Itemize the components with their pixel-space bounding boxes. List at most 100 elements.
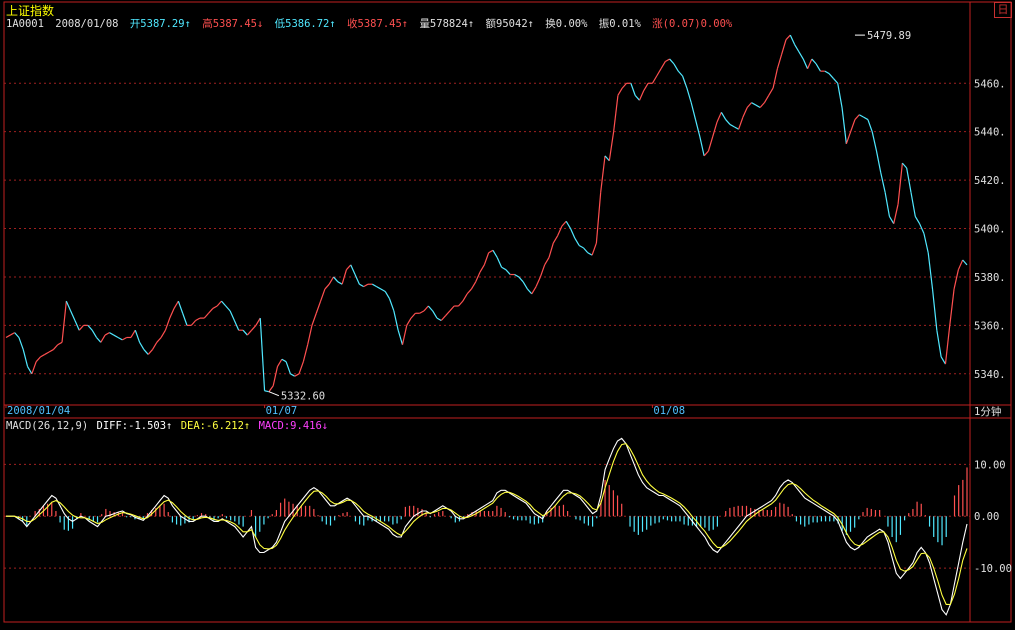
price-line-segment (561, 220, 567, 227)
price-line-segment (863, 116, 869, 121)
price-line-segment (324, 283, 330, 290)
price-line-segment (832, 78, 839, 84)
restore-window-icon[interactable]: 日 (994, 2, 1012, 18)
price-change: 涨(0.07)0.00% (652, 18, 733, 30)
price-line-segment (884, 192, 891, 217)
price-line-segment (337, 281, 343, 285)
price-tick-label: 5460. (974, 78, 1006, 90)
price-line-segment (311, 313, 317, 326)
price-line-segment (164, 317, 171, 331)
price-line-segment (341, 269, 348, 285)
price-line-segment (298, 361, 304, 374)
price-line-segment (931, 288, 938, 331)
price-line-segment (716, 112, 722, 123)
price-line-segment (824, 70, 830, 75)
price-line-segment (152, 342, 158, 350)
price-line-segment (423, 305, 429, 312)
price-line-segment (290, 373, 296, 377)
price-line-segment (462, 293, 468, 302)
macd-tick-label: 0.00 (974, 511, 999, 523)
price-line-segment (531, 286, 537, 295)
price-line-segment (638, 90, 645, 101)
price-line-segment (307, 325, 313, 345)
price-line-segment (61, 301, 67, 343)
price-line-segment (712, 121, 718, 137)
price-annotation: 5479.89 (867, 30, 911, 42)
price-line-segment (276, 358, 283, 367)
chart-title: 上证指数 (6, 4, 55, 18)
price-line-segment (156, 337, 162, 343)
price-line-segment (440, 315, 447, 321)
price-line-segment (251, 324, 257, 331)
price-line-segment (147, 349, 153, 355)
price-line-segment (18, 337, 24, 350)
price-line-segment (401, 325, 408, 345)
price-line-segment (837, 83, 843, 108)
price-line-segment (208, 308, 214, 314)
price-tick-label: 5440. (974, 127, 1006, 139)
price-line-segment (177, 300, 184, 314)
price-line-segment (212, 305, 218, 309)
price-line-segment (552, 235, 559, 244)
price-line-segment (522, 281, 528, 290)
macd-dea-value: DEA:-6.212↑ (180, 420, 251, 432)
quote-date: 2008/01/08 (55, 18, 119, 30)
price-line-segment (216, 300, 222, 307)
high-price: 高5387.45↓ (202, 18, 264, 30)
price-line-segment (514, 274, 520, 278)
price-line-segment (755, 104, 761, 108)
price-line-segment (376, 286, 382, 290)
price-line-segment (665, 58, 670, 62)
low-price: 低5386.72↑ (274, 18, 336, 30)
price-line-segment (363, 283, 369, 288)
price-line-segment (139, 342, 145, 350)
price-line-segment (694, 119, 701, 137)
price-line-segment (285, 361, 291, 374)
price-line-segment (539, 264, 546, 278)
price-line-segment (393, 310, 399, 331)
macd-tick-label: 10.00 (974, 459, 1006, 471)
price-line-segment (432, 310, 438, 319)
price-line-segment (488, 249, 494, 254)
price-line-segment (699, 136, 705, 157)
price-line-segment (686, 87, 692, 103)
price-line-segment (725, 119, 731, 125)
price-line-segment (52, 344, 59, 350)
price-line-segment (109, 332, 115, 336)
price-line-segment (768, 87, 774, 96)
price-line-segment (901, 162, 908, 169)
chart-frame (3, 1, 1012, 623)
price-line-segment (242, 329, 248, 336)
price-line-segment (608, 131, 615, 161)
price-line-segment (841, 107, 847, 144)
price-line-segment (871, 131, 878, 152)
price-line-segment (182, 313, 188, 326)
price-line-segment (328, 276, 335, 285)
price-line-segment (600, 155, 606, 193)
price-tick-label: 5360. (974, 320, 1006, 332)
price-line-segment (763, 95, 770, 103)
price-line-segment (173, 300, 179, 309)
macd-tick-label: -10.00 (974, 563, 1012, 575)
price-line-segment (117, 336, 123, 341)
price-line-segment (518, 276, 524, 283)
price-line-segment (802, 58, 809, 69)
price-line-segment (48, 349, 54, 353)
price-line-segment (14, 332, 20, 338)
price-line-segment (100, 334, 106, 343)
price-line-segment (134, 330, 141, 343)
price-line-segment (940, 356, 946, 365)
price-line-segment (578, 244, 584, 249)
volume: 量578824↑ (419, 18, 475, 30)
price-line-segment (449, 305, 455, 312)
price-line-segment (854, 114, 860, 120)
price-line-segment (544, 257, 550, 266)
interval-label: 1分钟 (974, 405, 1001, 418)
price-annotation: 5332.60 (281, 391, 325, 403)
price-line-segment (27, 366, 33, 375)
price-line-segment (31, 361, 37, 374)
price-line-segment (195, 317, 201, 322)
macd-params: MACD(26,12,9) (6, 420, 89, 432)
price-line-segment (893, 204, 899, 224)
price-line-segment (962, 259, 968, 266)
